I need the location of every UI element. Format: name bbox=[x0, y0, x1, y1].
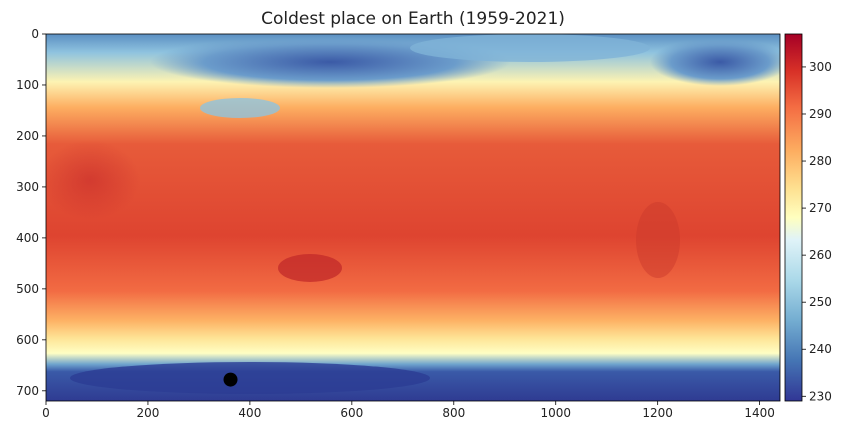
warm-region-south-america bbox=[636, 202, 680, 278]
y-tick-label: 200 bbox=[16, 129, 39, 143]
x-tick-label: 1400 bbox=[744, 406, 775, 420]
y-tick-label: 700 bbox=[16, 384, 39, 398]
y-tick-label: 300 bbox=[16, 180, 39, 194]
colorbar-tick-label: 300 bbox=[809, 60, 832, 74]
x-tick-label: 200 bbox=[136, 406, 159, 420]
colorbar-tick-label: 290 bbox=[809, 107, 832, 121]
cold-region-north-america bbox=[650, 38, 780, 86]
y-tick-label: 400 bbox=[16, 231, 39, 245]
x-tick-label: 800 bbox=[442, 406, 465, 420]
axes: 0 200 400 600 800 1000 1200 1400 0 100 200 300 400 50… bbox=[16, 27, 775, 420]
colorbar bbox=[784, 33, 803, 402]
colorbar-tick-label: 280 bbox=[809, 154, 832, 168]
colorbar-tick-label: 270 bbox=[809, 201, 832, 215]
colorbar-tick-label: 250 bbox=[809, 295, 832, 309]
x-tick-label: 600 bbox=[340, 406, 363, 420]
colorbar-ticks: 230 240 250 260 270 280 290 300 bbox=[802, 60, 832, 403]
y-tick-label: 100 bbox=[16, 78, 39, 92]
y-tick-label: 0 bbox=[31, 27, 39, 41]
cold-region-arctic bbox=[410, 34, 650, 62]
colorbar-tick-label: 260 bbox=[809, 248, 832, 262]
cold-region-antarctica bbox=[70, 362, 430, 394]
colorbar-tick-label: 240 bbox=[809, 342, 832, 356]
chart-title: Coldest place on Earth (1959-2021) bbox=[261, 9, 565, 29]
y-tick-label: 500 bbox=[16, 282, 39, 296]
warm-region-africa bbox=[46, 140, 140, 220]
colorbar-tick-label: 230 bbox=[809, 389, 832, 403]
coldest-point-marker bbox=[223, 372, 238, 387]
heatmap-plot bbox=[46, 34, 780, 401]
cold-region-tibet bbox=[200, 98, 280, 118]
x-tick-label: 1000 bbox=[540, 406, 571, 420]
warm-region-australia bbox=[278, 254, 342, 282]
x-tick-label: 0 bbox=[42, 406, 50, 420]
x-tick-label: 1200 bbox=[642, 406, 673, 420]
y-tick-label: 600 bbox=[16, 333, 39, 347]
plot-frame bbox=[45, 33, 781, 402]
x-tick-label: 400 bbox=[238, 406, 261, 420]
